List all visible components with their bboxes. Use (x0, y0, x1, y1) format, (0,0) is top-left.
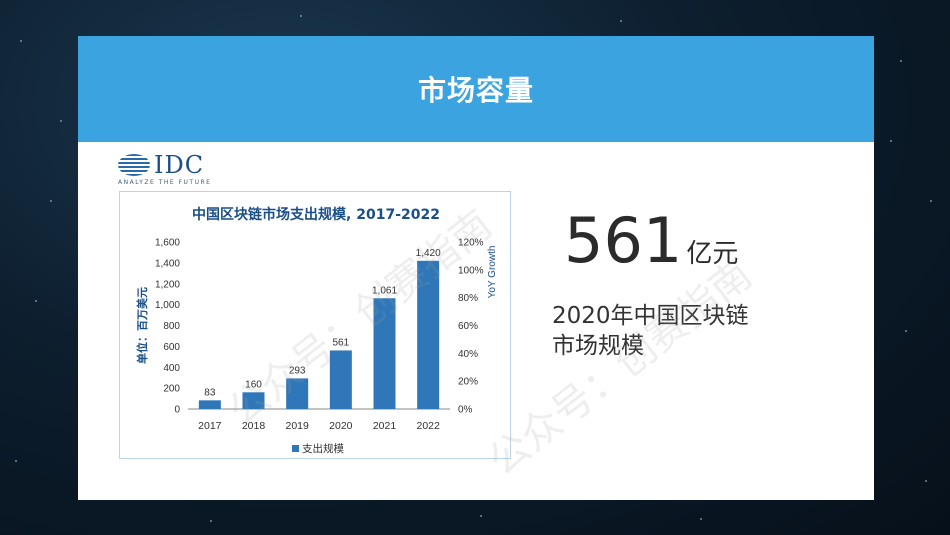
data-label: 561 (332, 337, 349, 348)
star-decoration (905, 330, 907, 332)
watermark: 公众号：创赛指南 (480, 251, 761, 485)
star-decoration (890, 140, 892, 142)
star-decoration (35, 300, 37, 302)
bar (373, 298, 396, 409)
highlight-caption: 2020年中国区块链 市场规模 (552, 301, 802, 361)
globe-icon (118, 154, 150, 176)
x-tick-label: 2019 (285, 420, 309, 432)
y2-tick-label: 120% (458, 238, 484, 249)
y-axis-label: 单位：百万美元 (135, 287, 149, 364)
legend-swatch (292, 445, 299, 452)
y-tick-label: 800 (163, 321, 180, 332)
y2-tick-label: 40% (458, 349, 478, 360)
highlight-unit: 亿元 (686, 239, 739, 269)
data-label: 83 (204, 387, 216, 398)
x-tick-label: 2022 (416, 420, 440, 432)
idc-logo: IDC ANALYZE THE FUTURE (118, 151, 238, 190)
star-decoration (60, 120, 62, 122)
star-decoration (700, 518, 702, 520)
bar (198, 400, 221, 409)
star-decoration (925, 480, 927, 482)
star-decoration (900, 60, 902, 62)
star-decoration (620, 20, 622, 22)
star-decoration (50, 200, 52, 202)
slide-card: 市场容量 IDC ANALYZE THE FUTURE 中国区块链市场支出规模,… (78, 36, 874, 500)
data-label: 160 (245, 379, 262, 390)
y-tick-label: 1,400 (155, 258, 180, 269)
bar (286, 378, 309, 409)
star-decoration (20, 40, 22, 42)
data-label: 1,061 (372, 285, 397, 296)
star-decoration (15, 460, 17, 462)
y2-tick-label: 100% (458, 265, 484, 276)
star-decoration (300, 15, 302, 17)
chart-title: 中国区块链市场支出规模, 2017-2022 (192, 206, 440, 223)
y2-tick-label: 80% (458, 293, 478, 304)
y-tick-label: 1,000 (155, 300, 180, 311)
y-tick-label: 400 (163, 363, 180, 374)
bar (417, 260, 440, 409)
y-tick-label: 200 (163, 384, 180, 395)
y2-tick-label: 0% (458, 405, 473, 416)
caption-line-2: 市场规模 (552, 333, 644, 359)
bar-chart: 中国区块链市场支出规模, 2017-2022 0 200 400 600 800 1,000… (135, 206, 498, 455)
y-tick-label: 1,200 (155, 279, 180, 290)
y2-axis-label: YoY Growth (487, 246, 498, 299)
bar (329, 350, 352, 409)
chart-panel: 中国区块链市场支出规模, 2017-2022 0 200 400 600 800 1,000… (119, 191, 511, 459)
y2-tick-label: 60% (458, 321, 478, 332)
legend-label: 支出规模 (302, 442, 344, 455)
y-tick-label: 600 (163, 342, 180, 353)
bar (242, 392, 265, 409)
highlight-number: 561 亿元 (564, 204, 738, 277)
x-tick-label: 2020 (329, 420, 353, 432)
logo-text: IDC (154, 151, 205, 179)
x-tick-label: 2021 (373, 420, 397, 432)
star-decoration (210, 520, 212, 522)
slide-header: 市场容量 (78, 36, 874, 142)
data-label: 293 (289, 365, 306, 376)
y-tick-label: 1,600 (155, 238, 180, 249)
x-tick-label: 2017 (198, 420, 222, 432)
caption-line-1: 2020年中国区块链 (552, 303, 749, 329)
y2-tick-label: 20% (458, 377, 478, 388)
logo-tagline: ANALYZE THE FUTURE (118, 179, 212, 186)
highlight-value: 561 (564, 204, 683, 277)
star-decoration (930, 200, 932, 202)
data-label: 1,420 (416, 248, 441, 259)
slide-title: 市场容量 (417, 74, 534, 107)
y-tick-label: 0 (174, 405, 180, 416)
star-decoration (480, 515, 482, 517)
x-tick-label: 2018 (242, 420, 266, 432)
